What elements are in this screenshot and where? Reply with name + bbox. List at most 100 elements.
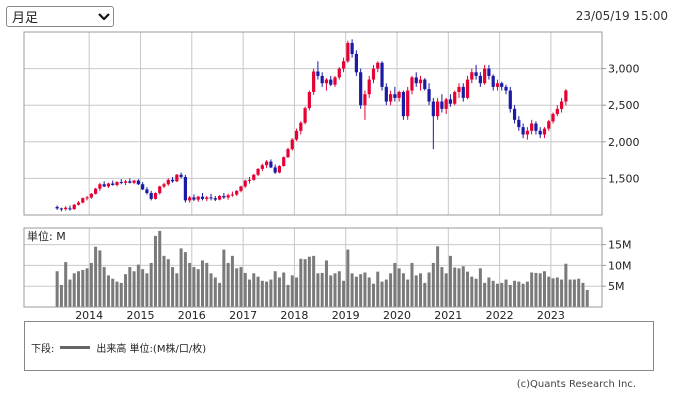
volume-bar xyxy=(376,271,380,307)
volume-bar xyxy=(542,271,546,307)
volume-bar xyxy=(478,268,482,307)
candle-body xyxy=(508,90,512,109)
x-axis: 2014 2015 2016 2017 2018 2019 2020 2021 2022 2023 xyxy=(75,309,565,322)
candle-body xyxy=(444,99,448,109)
volume-bar xyxy=(538,273,542,307)
candle-body xyxy=(205,197,209,199)
candle-body xyxy=(81,198,85,203)
candle-body xyxy=(260,165,264,169)
volume-bar xyxy=(495,283,499,307)
candle-body xyxy=(478,75,482,84)
volume-bar xyxy=(316,273,320,307)
volume-bar xyxy=(393,262,397,307)
volume-y-tick-label: 15M xyxy=(608,239,632,252)
x-tick-label: 2018 xyxy=(280,309,308,322)
candle-body xyxy=(222,195,226,198)
volume-bar xyxy=(68,279,72,307)
candle-body xyxy=(273,167,277,173)
volume-bar xyxy=(192,267,196,307)
candle-body xyxy=(474,72,478,76)
candle-body xyxy=(217,195,222,200)
volume-bar xyxy=(585,289,589,307)
volume-bar xyxy=(64,262,68,307)
candle-body xyxy=(303,108,307,123)
volume-bar xyxy=(77,271,81,307)
candle-body xyxy=(94,188,98,194)
volume-bar xyxy=(102,267,106,307)
candle-body xyxy=(226,195,230,198)
candle-body xyxy=(265,161,269,166)
period-select[interactable]: 月足 xyxy=(6,6,114,27)
candle-body xyxy=(256,168,260,175)
volume-bar xyxy=(132,271,136,307)
candle-body xyxy=(312,71,316,93)
candle-body xyxy=(350,42,354,54)
candle-body xyxy=(119,182,123,184)
candle-body xyxy=(354,53,358,73)
candle-body xyxy=(149,193,153,199)
candle-body xyxy=(517,119,521,128)
volume-bar xyxy=(166,259,170,307)
volume-bar xyxy=(483,282,487,307)
candle-body xyxy=(359,72,363,106)
candle-body xyxy=(512,108,517,120)
candle-body xyxy=(491,75,495,87)
volume-bar xyxy=(525,281,529,307)
volume-bar xyxy=(256,276,260,307)
volume-bar xyxy=(115,281,119,307)
period-select-value: 月足 xyxy=(12,11,39,26)
candle-body xyxy=(504,86,508,91)
volume-bar xyxy=(444,273,448,307)
candle-body xyxy=(376,62,380,69)
volume-bar xyxy=(141,269,145,307)
candle-body xyxy=(495,83,500,87)
volume-bar xyxy=(324,260,328,307)
volume-bar xyxy=(59,284,63,307)
volume-bar xyxy=(419,273,423,307)
candle-body xyxy=(341,61,346,69)
candle-body xyxy=(145,189,149,194)
volume-bar xyxy=(581,282,585,307)
x-tick-label: 2015 xyxy=(127,309,155,322)
candle-body xyxy=(453,92,457,104)
price-panel-frame xyxy=(23,31,603,216)
volume-y-tick-label: 5M xyxy=(608,280,625,293)
candle-body xyxy=(384,86,388,102)
volume-bar xyxy=(136,264,140,307)
volume-bar xyxy=(188,262,192,307)
volume-bar xyxy=(384,279,388,307)
volume-bar xyxy=(205,262,209,307)
candle-body xyxy=(213,198,217,200)
volume-bar xyxy=(320,272,324,307)
volume-bar xyxy=(209,273,213,307)
volume-bar xyxy=(106,275,110,307)
candle-body xyxy=(158,186,162,194)
candle-body xyxy=(465,79,470,98)
volume-bar xyxy=(89,262,93,307)
candle-body xyxy=(333,77,337,85)
volume-bar xyxy=(213,277,217,307)
candle-body xyxy=(564,90,568,102)
candle-body xyxy=(542,128,547,135)
volume-bar xyxy=(337,271,341,307)
volume-bar xyxy=(145,273,149,307)
volume-unit-label: 単位: M xyxy=(27,229,66,243)
volume-bar xyxy=(128,267,132,307)
volume-bar xyxy=(119,282,123,307)
candle-body xyxy=(59,208,64,210)
candle-body xyxy=(252,174,256,180)
candle-body xyxy=(132,180,136,183)
candle-body xyxy=(406,90,410,117)
volume-bar xyxy=(111,278,115,307)
candle-body xyxy=(483,68,487,84)
candle-body xyxy=(183,176,187,201)
volume-bar xyxy=(410,262,414,307)
volume-bar xyxy=(85,268,89,307)
candle-body xyxy=(230,194,235,196)
volume-bar xyxy=(171,267,175,307)
candle-body xyxy=(89,193,93,198)
legend-line-swatch xyxy=(60,346,91,349)
candle-body xyxy=(192,197,196,200)
volume-bar xyxy=(513,280,517,307)
